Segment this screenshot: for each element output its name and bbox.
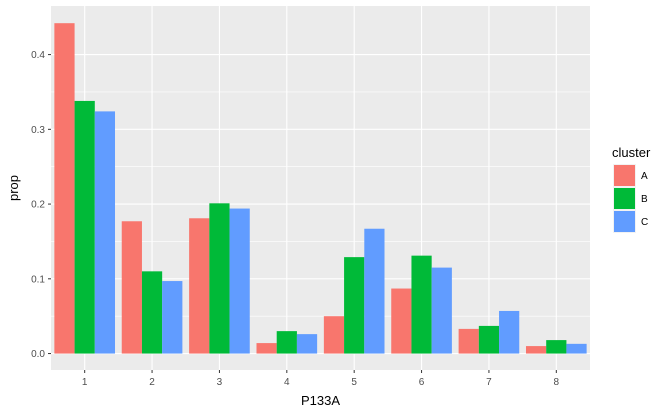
x-axis-title: P133A bbox=[301, 393, 340, 408]
bar-B-3 bbox=[209, 203, 230, 354]
bar-C-7 bbox=[499, 310, 520, 354]
y-tick-label: 0.2 bbox=[31, 200, 45, 211]
bar-B-7 bbox=[478, 325, 500, 354]
bar-B-5 bbox=[344, 257, 365, 354]
legend-label-B: B bbox=[641, 194, 648, 205]
bar-C-1 bbox=[94, 111, 116, 354]
x-tick-label: 5 bbox=[351, 377, 357, 388]
bars-layer bbox=[54, 23, 587, 354]
x-tick-label: 8 bbox=[554, 377, 560, 388]
bar-C-8 bbox=[566, 343, 587, 354]
y-tick-label: 0.0 bbox=[31, 349, 45, 360]
x-tick-label: 4 bbox=[284, 377, 290, 388]
bar-C-4 bbox=[296, 334, 318, 354]
bar-A-2 bbox=[121, 221, 142, 354]
y-tick-label: 0.1 bbox=[31, 274, 45, 285]
bar-A-8 bbox=[525, 346, 547, 354]
legend-key-B bbox=[614, 188, 635, 209]
bar-A-7 bbox=[458, 328, 479, 354]
x-tick-label: 3 bbox=[217, 377, 223, 388]
bar-B-2 bbox=[141, 271, 163, 354]
bar-C-3 bbox=[229, 208, 250, 354]
x-tick-label: 1 bbox=[82, 377, 88, 388]
bar-C-6 bbox=[431, 267, 452, 354]
bar-A-6 bbox=[391, 288, 412, 354]
x-axis: 1 2 3 4 5 6 7 8 bbox=[82, 370, 560, 388]
x-tick-label: 7 bbox=[486, 377, 492, 388]
y-axis: 0.0 0.1 0.2 0.3 0.4 bbox=[31, 50, 51, 360]
x-tick-label: 2 bbox=[149, 377, 155, 388]
x-tick-label: 6 bbox=[419, 377, 425, 388]
bar-A-3 bbox=[189, 218, 210, 354]
y-axis-title: prop bbox=[6, 175, 21, 201]
bar-C-2 bbox=[162, 281, 183, 354]
legend-label-C: C bbox=[641, 217, 648, 228]
bar-B-4 bbox=[276, 331, 297, 354]
bar-A-5 bbox=[323, 316, 345, 354]
y-tick-label: 0.3 bbox=[31, 125, 45, 136]
bar-A-1 bbox=[54, 23, 75, 354]
y-tick-label: 0.4 bbox=[31, 50, 45, 61]
legend: cluster A B C bbox=[612, 145, 651, 233]
legend-key-C bbox=[614, 211, 635, 232]
legend-key-A bbox=[614, 165, 635, 186]
bar-B-1 bbox=[74, 100, 95, 354]
bar-B-8 bbox=[546, 340, 567, 354]
legend-label-A: A bbox=[641, 171, 648, 182]
bar-C-5 bbox=[364, 228, 385, 354]
bar-B-6 bbox=[411, 255, 432, 354]
legend-title: cluster bbox=[612, 145, 651, 160]
bar-A-4 bbox=[256, 343, 277, 354]
